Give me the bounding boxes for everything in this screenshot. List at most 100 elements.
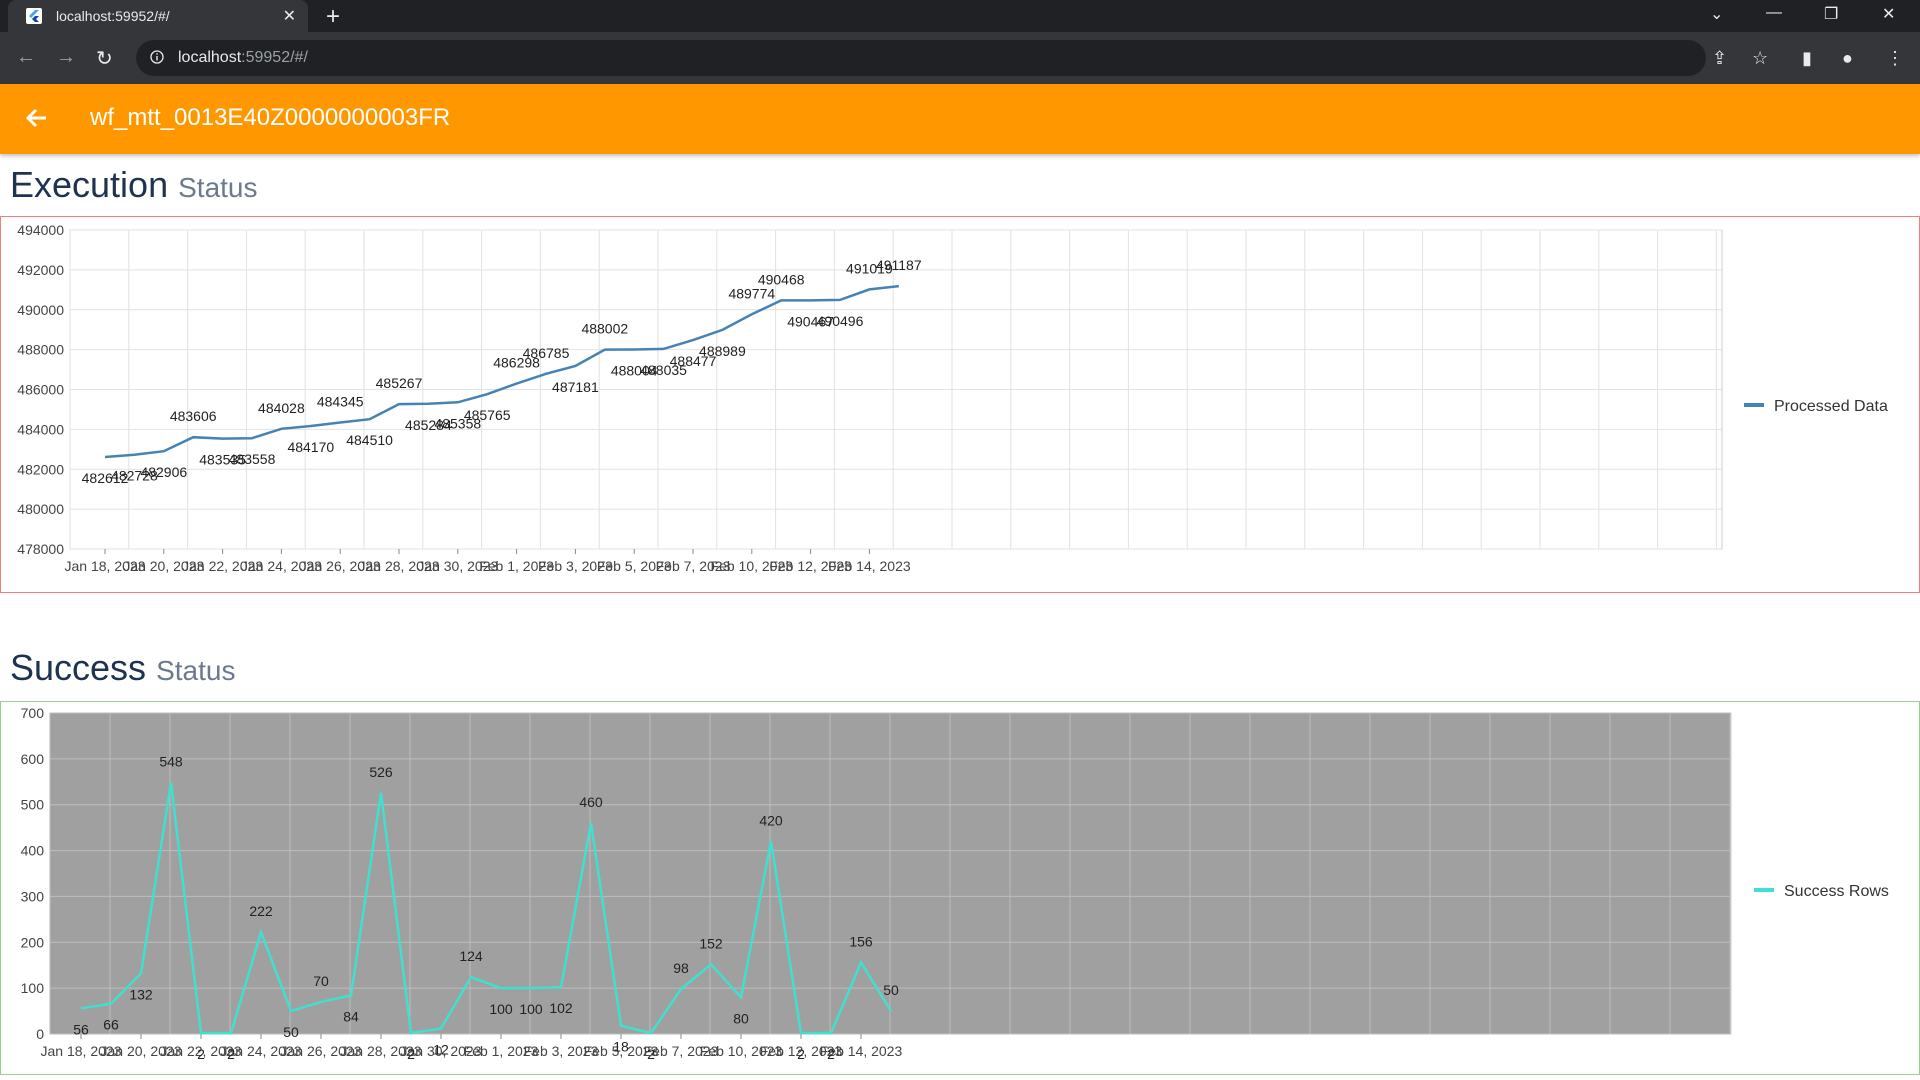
y-tick-label: 100: [21, 980, 45, 996]
data-label: 485284: [405, 417, 452, 433]
x-tick-label: Jan 18, 2023: [65, 558, 146, 574]
browser-tab-bar: localhost:59952/#/ ✕ + ⌄ — ❐ ✕: [0, 0, 1920, 32]
x-tick-label: Feb 5, 2023: [597, 558, 672, 574]
app-bar: wf_mtt_0013E40Z0000000003FR: [0, 84, 1920, 154]
data-label: 156: [849, 933, 873, 949]
data-label: 482906: [140, 464, 187, 480]
data-label: 84: [343, 1008, 359, 1024]
close-window-icon[interactable]: ✕: [1882, 6, 1896, 23]
x-tick-label: Feb 12, 2023: [760, 1043, 843, 1059]
bookmark-star-icon[interactable]: ☆: [1752, 48, 1769, 68]
data-label: 50: [883, 982, 899, 998]
new-tab-icon[interactable]: +: [326, 3, 341, 30]
y-tick-label: 482000: [17, 461, 64, 477]
data-label: 486785: [523, 345, 570, 361]
profile-icon[interactable]: ●: [1842, 48, 1853, 68]
legend-label: Processed Data: [1774, 398, 1888, 415]
minimize-icon[interactable]: —: [1766, 4, 1782, 21]
x-tick-label: Feb 14, 2023: [828, 558, 911, 574]
url-text: localhost:59952/#/: [178, 49, 308, 67]
x-tick-label: Feb 10, 2023: [700, 1043, 783, 1059]
success-title-main: Success: [10, 647, 147, 688]
x-tick-label: Feb 1, 2023: [464, 1043, 539, 1059]
y-tick-label: 478000: [17, 541, 64, 557]
y-tick-label: 0: [36, 1026, 44, 1042]
close-tab-icon[interactable]: ✕: [282, 8, 296, 25]
x-tick-label: Jan 28, 2023: [359, 558, 440, 574]
back-nav-icon[interactable]: ←: [16, 46, 36, 68]
data-label: 66: [103, 1017, 119, 1033]
data-label: 490467: [787, 313, 834, 329]
data-label: 488004: [611, 363, 658, 379]
success-heading: Success Status: [10, 647, 235, 689]
execution-heading: Execution Status: [10, 164, 258, 206]
data-label: 70: [313, 973, 329, 989]
data-label: 2: [647, 1046, 655, 1062]
execution-chart: 478000 480000 482000 484000 486000 488000 4900…: [0, 216, 1920, 593]
x-tick-label: Jan 24, 2023: [221, 1043, 302, 1059]
data-label: 484028: [258, 400, 305, 416]
data-label: 488035: [640, 362, 687, 378]
info-icon[interactable]: [150, 50, 164, 64]
x-tick-label: Feb 5, 2023: [584, 1043, 659, 1059]
x-tick-label: Jan 30, 2023: [401, 1043, 482, 1059]
x-tick-label: Jan 22, 2023: [182, 558, 263, 574]
data-label: 132: [129, 986, 153, 1002]
success-title-sub: Status: [156, 655, 236, 686]
data-label: 2: [797, 1046, 805, 1062]
data-label: 488477: [670, 353, 717, 369]
y-tick-label: 300: [21, 888, 45, 904]
x-tick-label: Feb 10, 2023: [711, 558, 794, 574]
data-label: 124: [459, 948, 483, 964]
tab-search-icon[interactable]: ⌄: [1710, 6, 1724, 23]
browser-tab[interactable]: localhost:59952/#/ ✕: [8, 0, 308, 32]
url-host: localhost: [178, 49, 242, 66]
y-tick-label: 490000: [17, 302, 64, 318]
series-line: [80, 782, 893, 1035]
x-tick-label: Feb 12, 2023: [769, 558, 852, 574]
x-tick-label: Feb 3, 2023: [538, 558, 613, 574]
data-label: 489774: [728, 285, 775, 301]
data-label: 98: [673, 960, 689, 976]
data-label: 483558: [229, 451, 276, 467]
x-tick-label: Jan 26, 2023: [281, 1043, 362, 1059]
execution-chart-container: 478000 480000 482000 484000 486000 488000 4900…: [0, 216, 1920, 593]
back-arrow-icon[interactable]: [22, 104, 50, 132]
data-label: 482728: [111, 468, 158, 484]
data-label: 100: [489, 1001, 513, 1017]
data-label: 490496: [817, 313, 864, 329]
share-icon[interactable]: ⇪: [1712, 48, 1728, 68]
x-tick-label: Jan 24, 2023: [241, 558, 322, 574]
data-label: 484170: [287, 439, 334, 455]
address-bar[interactable]: localhost:59952/#/: [136, 40, 1706, 76]
x-tick-label: Feb 14, 2023: [820, 1043, 903, 1059]
restore-icon[interactable]: ❐: [1824, 6, 1839, 23]
side-panel-icon[interactable]: ▮: [1802, 48, 1812, 68]
menu-icon[interactable]: ⋮: [1886, 48, 1904, 68]
data-label: 2: [407, 1046, 415, 1062]
data-label: 548: [159, 754, 183, 770]
reload-icon[interactable]: ↻: [96, 48, 113, 70]
data-label: 483535: [199, 452, 246, 468]
forward-nav-icon[interactable]: →: [56, 46, 76, 68]
y-tick-label: 400: [21, 843, 45, 859]
legend-label: Success Rows: [1784, 883, 1889, 900]
data-label: 488989: [699, 343, 746, 359]
x-tick-label: Jan 22, 2023: [161, 1043, 242, 1059]
data-label: 100: [519, 1001, 543, 1017]
data-label: 483606: [170, 408, 217, 424]
x-tick-label: Feb 3, 2023: [524, 1043, 599, 1059]
data-label: 485267: [376, 375, 423, 391]
y-tick-label: 486000: [17, 382, 64, 398]
success-chart-container: 0 100 200 300 400 500 600 700 Jan 18, 2023 Jan 20…: [0, 701, 1920, 1075]
y-tick-label: 600: [21, 751, 45, 767]
data-label: 484345: [317, 393, 364, 409]
x-tick-label: Jan 18, 2023: [41, 1043, 122, 1059]
data-label: 486298: [493, 355, 540, 371]
y-tick-label: 494000: [17, 222, 64, 238]
url-path: :59952/#/: [241, 49, 308, 66]
data-label: 485765: [464, 407, 511, 423]
x-tick-label: Jan 20, 2023: [123, 558, 204, 574]
data-label: 488002: [581, 321, 628, 337]
